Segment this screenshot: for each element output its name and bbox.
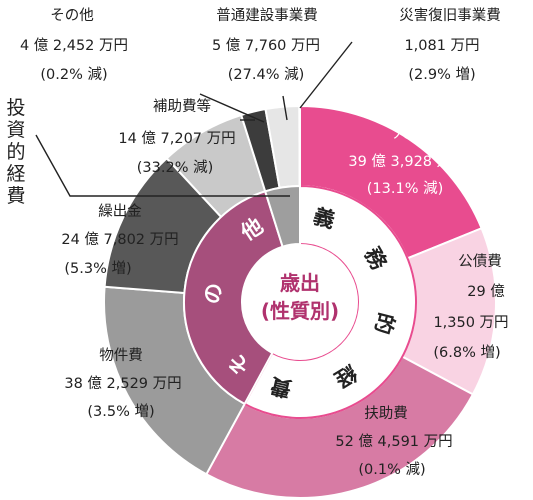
label-saigai-change: (2.9% 増)	[408, 66, 475, 83]
center-disc	[242, 244, 358, 360]
label-kuridashi: 繰出金 24 億 7,802 万円 (5.3% 増)	[61, 203, 178, 277]
center-label-line1: 歳出	[280, 271, 320, 295]
label-hojo-change: (33.2% 減)	[137, 159, 214, 176]
label-hojo-amount: 14 億 7,207 万円	[118, 130, 235, 147]
label-bukken-change: (3.5% 増)	[87, 403, 154, 420]
leader-sonota	[199, 93, 265, 123]
label-fujo: 扶助費 52 億 4,591 万円 (0.1% 減)	[335, 405, 452, 478]
label-bukken-amount: 38 億 2,529 万円	[64, 375, 181, 392]
label-hojo: 補助費等 14 億 7,207 万円 (33.2% 減)	[118, 97, 235, 176]
group-char-1-1: の	[200, 282, 226, 305]
label-jinken-name: 人件費	[393, 125, 437, 142]
toshi-char-2: 的	[6, 141, 25, 163]
label-hojo-name: 補助費等	[153, 97, 211, 115]
label-futsu-amount: 5 億 7,760 万円	[212, 37, 320, 54]
label-bukken: 物件費 38 億 2,529 万円 (3.5% 増)	[64, 347, 181, 420]
toshi-char-3: 経	[6, 163, 25, 185]
leader-saigai	[299, 41, 353, 109]
label-sonota-change: (0.2% 減)	[40, 66, 107, 83]
leader-lines	[35, 41, 353, 197]
center-label-line2: (性質別)	[261, 299, 339, 323]
label-saigai-name: 災害復旧事業費	[399, 7, 501, 24]
label-sonota-name: その他	[50, 7, 94, 24]
label-sonota: その他 4 億 2,452 万円 (0.2% 減)	[20, 7, 128, 83]
leader-futsu	[282, 95, 288, 121]
label-fujo-name: 扶助費	[364, 405, 408, 422]
label-fujo-amount: 52 億 4,591 万円	[335, 433, 452, 450]
label-saigai: 災害復旧事業費 1,081 万円 (2.9% 増)	[399, 7, 501, 83]
toshi-char-1: 資	[6, 119, 25, 141]
label-futsu: 普通建設事業費 5 億 7,760 万円 (27.4% 減)	[212, 7, 320, 83]
group-char-0-4: 費	[268, 373, 294, 401]
toshi-char-4: 費	[6, 185, 25, 207]
label-jinken: 人件費 39 億 3,928 万円 (13.1% 減)	[348, 125, 465, 197]
leader-toshi	[35, 134, 290, 197]
label-kosai-amount1: 29 億	[467, 283, 505, 300]
label-futsu-change: (27.4% 減)	[228, 66, 305, 83]
label-kosai: 公債費 29 億 1,350 万円 (6.8% 増)	[433, 253, 508, 361]
label-jinken-amount: 39 億 3,928 万円	[348, 153, 465, 170]
slice-8	[298, 104, 301, 188]
label-jinken-change: (13.1% 減)	[367, 180, 444, 197]
label-sonota-amount: 4 億 2,452 万円	[20, 37, 128, 54]
label-saigai-amount: 1,081 万円	[404, 38, 479, 54]
label-kuridashi-name: 繰出金	[98, 203, 142, 220]
label-kuridashi-amount: 24 億 7,802 万円	[61, 231, 178, 248]
label-bukken-name: 物件費	[99, 347, 143, 364]
toshi-char-0: 投	[6, 97, 25, 119]
label-kuridashi-change: (5.3% 増)	[64, 260, 131, 277]
label-futsu-name: 普通建設事業費	[216, 7, 318, 24]
label-kosai-name: 公債費	[458, 253, 502, 270]
label-kosai-amount2: 1,350 万円	[433, 315, 508, 331]
label-kosai-change: (6.8% 増)	[433, 344, 500, 361]
label-fujo-change: (0.1% 減)	[358, 461, 425, 478]
